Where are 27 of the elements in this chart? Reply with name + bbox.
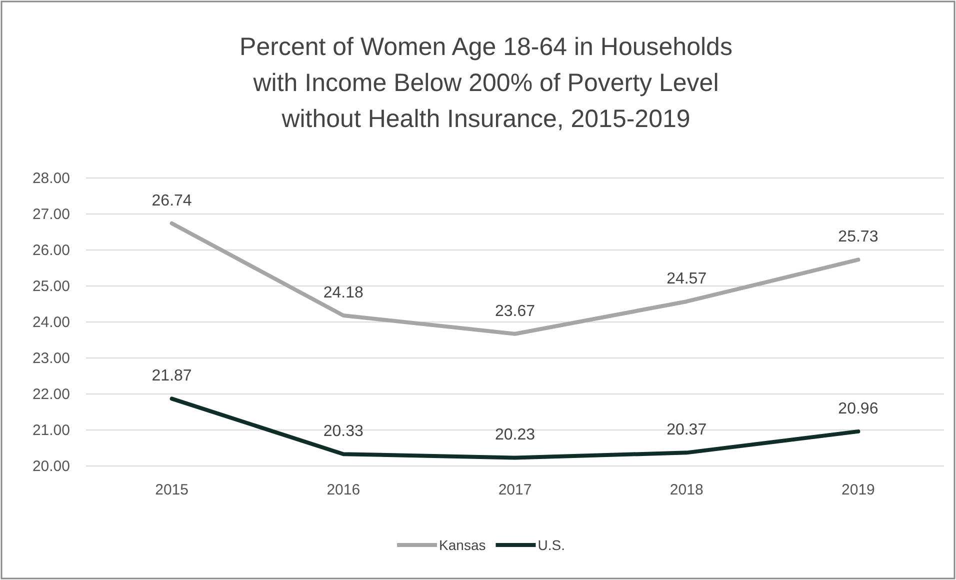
data-label: 20.33	[323, 423, 364, 440]
x-tick-label: 2018	[670, 482, 704, 499]
x-tick-label: 2019	[842, 482, 875, 499]
data-label: 20.37	[666, 422, 707, 439]
data-label: 21.87	[152, 368, 192, 385]
y-tick-label: 24.00	[32, 314, 70, 331]
y-tick-label: 26.00	[32, 242, 70, 259]
y-tick-label: 25.00	[32, 278, 70, 295]
data-label: 20.96	[838, 400, 878, 418]
y-tick-label: 20.00	[32, 458, 70, 475]
x-tick-label: 2015	[155, 482, 188, 499]
y-tick-label: 27.00	[32, 206, 70, 223]
y-tick-label: 22.00	[32, 386, 70, 403]
y-tick-label: 23.00	[32, 350, 70, 367]
data-label: 25.73	[838, 228, 878, 246]
chart-title: Percent of Women Age 18-64 in Households with Income Below 200% of Poverty Level without Health Insurance, 2015-2019	[240, 33, 732, 133]
legend-label: U.S.	[538, 537, 565, 553]
data-label: 26.74	[152, 192, 192, 210]
data-label: 24.18	[323, 284, 364, 302]
x-tick-label: 2016	[326, 482, 360, 499]
legend-label: Kansas	[439, 537, 486, 553]
data-label: 24.57	[666, 270, 707, 288]
data-label: 20.23	[494, 426, 536, 444]
x-tick-label: 2017	[498, 482, 532, 499]
data-label: 23.67	[494, 302, 536, 320]
y-tick-label: 28.00	[32, 170, 70, 187]
y-tick-label: 21.00	[32, 422, 70, 439]
